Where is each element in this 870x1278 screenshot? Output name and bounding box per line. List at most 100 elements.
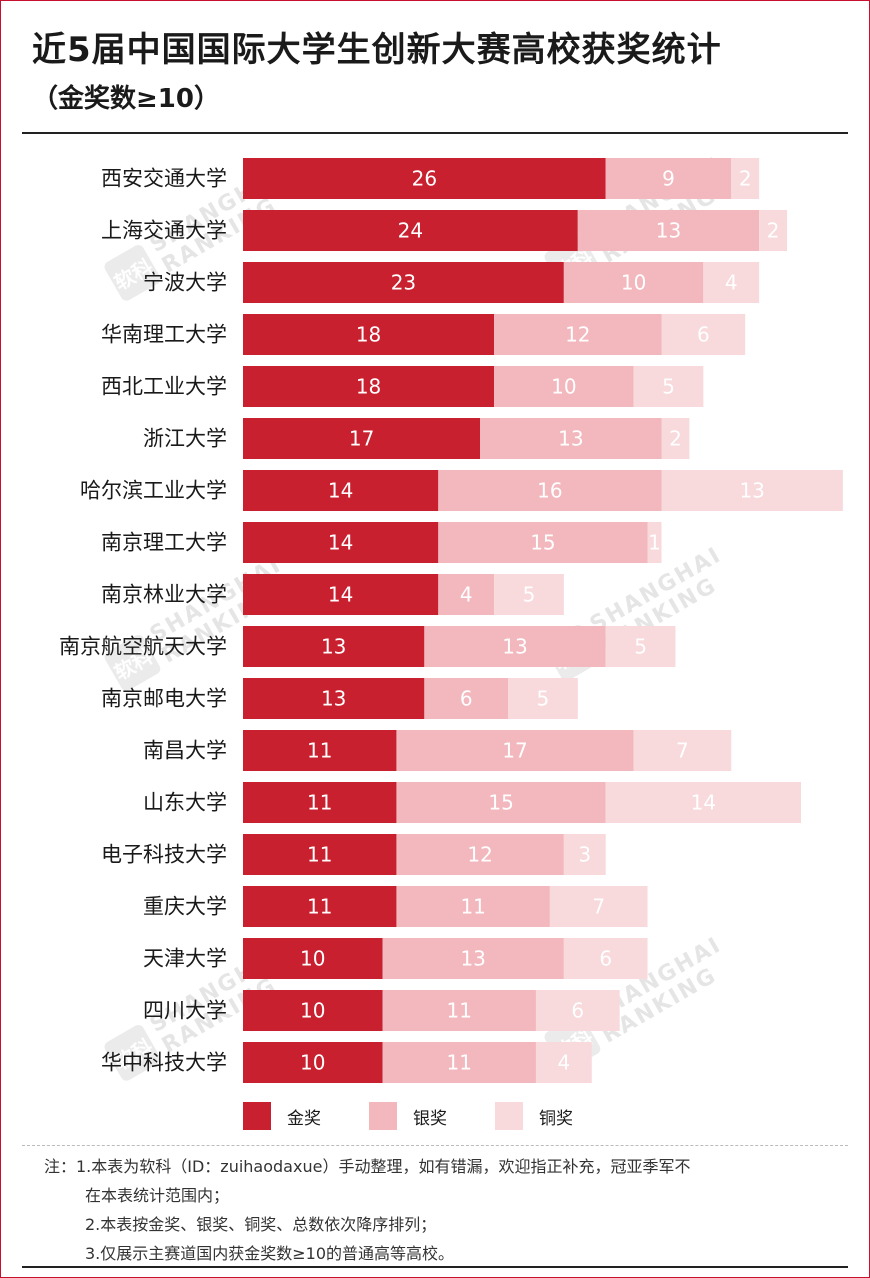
category-label: 四川大学 (143, 999, 227, 1023)
legend-label-gold: 金奖 (287, 1108, 321, 1129)
data-label-gold: 23 (391, 271, 416, 295)
data-label-bronze: 5 (634, 635, 647, 659)
data-label-gold: 24 (398, 219, 423, 243)
note-line: 注：1.本表为软科（ID：zuihaodaxue）手动整理，如有错漏，欢迎指正补… (44, 1157, 691, 1176)
data-label-gold: 10 (300, 999, 325, 1023)
bar-silver (438, 522, 648, 563)
category-label: 南京林业大学 (101, 583, 227, 607)
data-label-bronze: 5 (537, 687, 550, 711)
category-label: 哈尔滨工业大学 (80, 479, 227, 503)
data-label-silver: 15 (530, 531, 555, 555)
bar-silver (563, 262, 704, 303)
bar-bronze (661, 314, 746, 355)
bar-silver (396, 886, 550, 927)
bar-bronze (759, 210, 788, 251)
legend-swatch-bronze (495, 1102, 523, 1130)
bar-gold (243, 938, 383, 979)
chart-title: 近5届中国国际大学生创新大赛高校获奖统计 (32, 30, 722, 70)
category-label: 天津大学 (143, 947, 227, 971)
bar-bronze (647, 522, 662, 563)
category-label: 浙江大学 (143, 427, 227, 451)
data-label-gold: 14 (328, 479, 353, 503)
bar-gold (243, 730, 397, 771)
legend-item-gold: 金奖 (243, 1102, 369, 1130)
data-label-gold: 11 (307, 895, 332, 919)
category-label: 电子科技大学 (101, 843, 227, 867)
data-label-bronze: 4 (557, 1051, 570, 1075)
data-label-gold: 17 (349, 427, 374, 451)
data-label-bronze: 2 (739, 167, 752, 191)
bar-bronze (703, 262, 760, 303)
bar-bronze (605, 626, 676, 667)
data-label-gold: 10 (300, 947, 325, 971)
bar-gold (243, 886, 397, 927)
data-label-silver: 15 (488, 791, 513, 815)
bar-bronze (633, 730, 732, 771)
bar-silver (424, 678, 509, 719)
data-label-silver: 17 (502, 739, 527, 763)
bar-silver (577, 210, 760, 251)
legend-label-silver: 银奖 (413, 1108, 447, 1129)
data-label-gold: 14 (328, 583, 353, 607)
bottom-divider (22, 1266, 848, 1268)
data-label-silver: 13 (558, 427, 583, 451)
bar-silver (382, 990, 536, 1031)
top-divider (22, 132, 848, 134)
category-label: 西北工业大学 (101, 375, 227, 399)
bar-bronze (549, 886, 648, 927)
data-label-silver: 11 (446, 999, 471, 1023)
data-label-gold: 18 (356, 323, 381, 347)
bar-gold (243, 678, 425, 719)
legend-item-bronze: 铜奖 (495, 1102, 621, 1130)
bar-silver (438, 574, 495, 615)
data-label-bronze: 2 (669, 427, 682, 451)
category-label: 华南理工大学 (101, 323, 227, 347)
data-label-gold: 14 (328, 531, 353, 555)
bar-bronze (661, 418, 690, 459)
bar-silver (480, 418, 662, 459)
data-label-gold: 13 (321, 687, 346, 711)
data-label-silver: 6 (460, 687, 473, 711)
category-label: 南京邮电大学 (101, 687, 227, 711)
data-label-gold: 18 (356, 375, 381, 399)
bar-bronze (563, 938, 648, 979)
bar-gold (243, 314, 495, 355)
chart-subtitle: （金奖数≥10） (32, 84, 220, 114)
bar-gold (243, 834, 397, 875)
bar-gold (243, 262, 564, 303)
bar-gold (243, 574, 439, 615)
category-label: 南昌大学 (143, 739, 227, 763)
data-label-bronze: 1 (648, 531, 661, 555)
bar-bronze (605, 782, 801, 823)
data-label-bronze: 6 (571, 999, 584, 1023)
data-label-bronze: 6 (697, 323, 710, 347)
bar-gold (243, 1042, 383, 1083)
data-label-silver: 13 (502, 635, 527, 659)
data-label-gold: 10 (300, 1051, 325, 1075)
data-label-bronze: 7 (592, 895, 605, 919)
note-line: 3.仅展示主赛道国内获金奖数≥10的普通高等高校。 (85, 1244, 455, 1263)
data-label-bronze: 14 (691, 791, 716, 815)
bar-silver (396, 730, 634, 771)
data-label-bronze: 5 (523, 583, 536, 607)
category-label: 山东大学 (143, 791, 227, 815)
data-label-gold: 11 (307, 739, 332, 763)
category-label: 重庆大学 (143, 895, 227, 919)
data-label-silver: 9 (662, 167, 675, 191)
bar-silver (396, 782, 606, 823)
data-label-gold: 26 (412, 167, 437, 191)
category-label: 南京理工大学 (101, 531, 227, 555)
bar-silver (424, 626, 606, 667)
data-label-gold: 11 (307, 843, 332, 867)
data-label-silver: 10 (551, 375, 576, 399)
bar-gold (243, 782, 397, 823)
data-label-bronze: 2 (767, 219, 780, 243)
category-label: 宁波大学 (143, 271, 227, 295)
bar-silver (494, 366, 634, 407)
legend-swatch-silver (369, 1102, 397, 1130)
bar-silver (382, 1042, 536, 1083)
bar-gold (243, 366, 495, 407)
data-label-bronze: 4 (725, 271, 738, 295)
data-label-silver: 12 (467, 843, 492, 867)
